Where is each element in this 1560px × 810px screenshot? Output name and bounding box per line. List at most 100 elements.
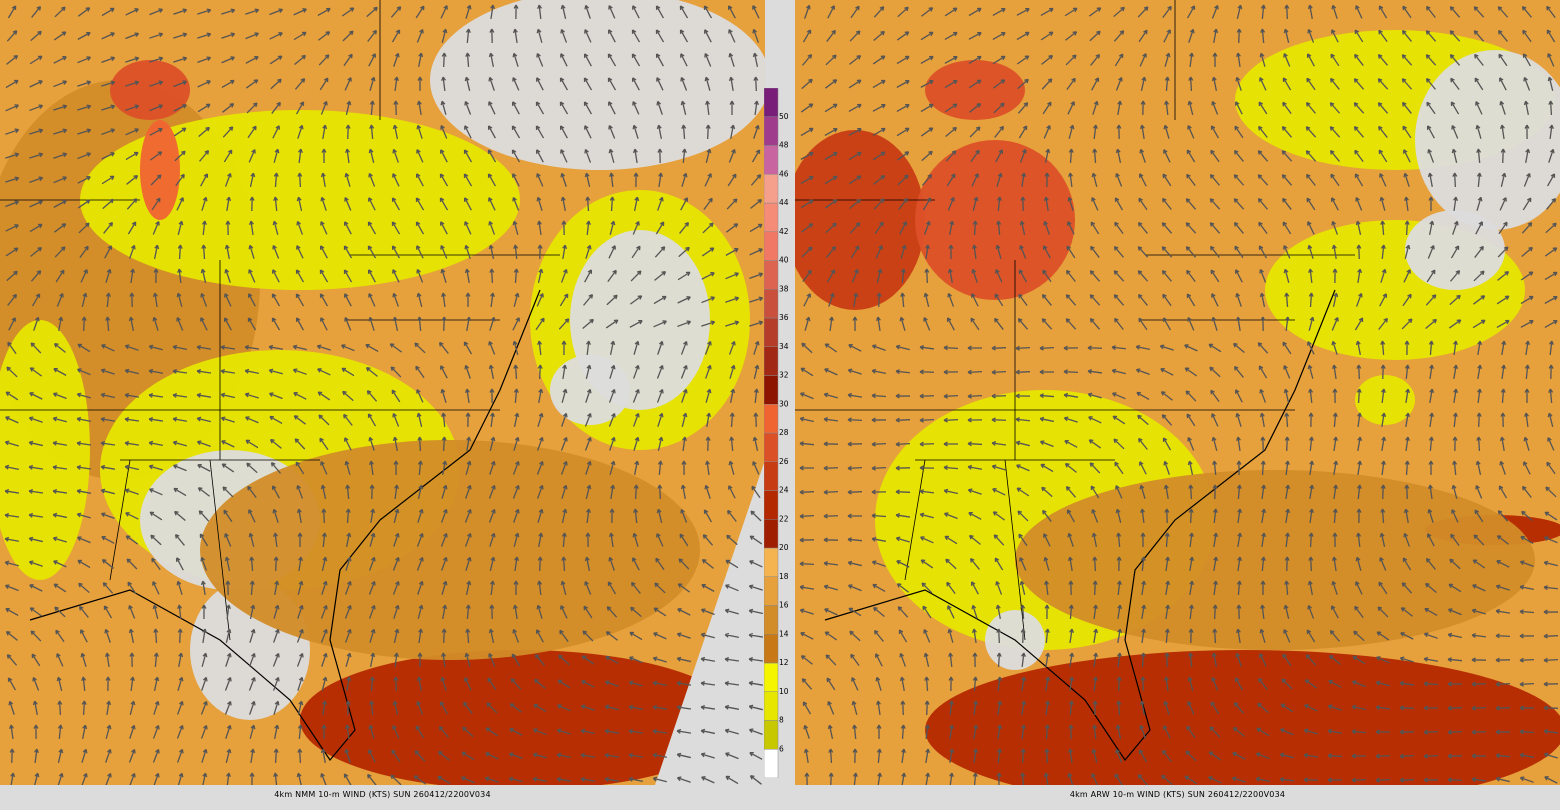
- wind-arrow: [128, 605, 136, 619]
- wind-arrow: [873, 175, 886, 185]
- wind-arrow: [730, 124, 736, 139]
- wind-arrow: [1327, 728, 1343, 734]
- wind-arrow: [177, 220, 184, 235]
- state-borders: [795, 0, 1355, 641]
- legend-label: 38: [779, 284, 789, 293]
- wind-arrow: [725, 296, 740, 303]
- wind-arrow: [438, 726, 450, 738]
- wind-arrow: [5, 104, 19, 112]
- wind-arrow: [920, 31, 934, 41]
- wind-arrow: [441, 580, 448, 595]
- wind-arrow: [52, 512, 67, 519]
- wind-arrow: [148, 464, 163, 471]
- wind-arrow: [1211, 293, 1219, 307]
- wind-arrow: [1213, 580, 1218, 596]
- wind-arrow: [581, 680, 595, 688]
- wind-arrow: [995, 269, 1003, 283]
- wind-arrow: [1212, 460, 1218, 476]
- wind-arrow: [991, 417, 1007, 423]
- wind-arrow: [511, 653, 521, 667]
- wind-arrow: [512, 77, 520, 91]
- wind-arrow: [415, 5, 425, 19]
- wind-arrow: [871, 417, 887, 423]
- wind-arrow: [317, 7, 331, 16]
- wind-arrow: [1519, 584, 1534, 590]
- wind-arrow: [559, 125, 568, 139]
- wind-arrow: [442, 460, 448, 475]
- wind-arrow: [1115, 485, 1123, 499]
- wind-arrow: [943, 393, 959, 399]
- legend-swatch: [764, 432, 779, 462]
- wind-arrow: [1117, 652, 1122, 668]
- wind-arrow: [1234, 245, 1244, 259]
- wind-arrow: [1378, 5, 1388, 19]
- wind-arrow: [608, 245, 616, 259]
- wind-arrow: [1352, 655, 1366, 665]
- wind-arrow: [900, 268, 906, 284]
- wind-arrow: [824, 368, 838, 376]
- wind-arrow: [1405, 412, 1411, 428]
- wind-arrow: [273, 628, 280, 643]
- wind-arrow: [512, 484, 520, 499]
- wind-arrow: [1089, 30, 1101, 42]
- wind-arrow: [725, 752, 739, 760]
- wind-arrow: [824, 127, 838, 136]
- wind-arrow: [174, 150, 186, 162]
- wind-arrow: [297, 604, 304, 619]
- wind-arrow: [441, 556, 448, 571]
- wind-arrow: [1495, 608, 1511, 614]
- wind-arrow: [1018, 269, 1028, 283]
- wind-arrow: [124, 464, 139, 471]
- wind-arrow: [513, 4, 519, 20]
- wind-arrow: [1185, 750, 1197, 762]
- wind-arrow: [585, 220, 591, 236]
- wind-arrow: [561, 484, 568, 499]
- wind-arrow: [199, 150, 210, 162]
- wind-arrow: [318, 54, 330, 66]
- wind-arrow: [125, 151, 139, 161]
- wind-region: [1355, 375, 1415, 425]
- wind-arrow: [681, 412, 688, 427]
- wind-arrow: [1449, 30, 1461, 42]
- wind-arrow: [628, 752, 644, 758]
- wind-arrow: [609, 364, 616, 379]
- wind-arrow: [560, 605, 568, 619]
- legend-swatch: [764, 461, 779, 491]
- wind-arrow: [100, 512, 115, 520]
- wind-arrow: [680, 364, 688, 379]
- wind-arrow: [5, 79, 19, 89]
- wind-arrow: [1331, 605, 1339, 619]
- wind-arrow: [1285, 484, 1291, 500]
- wind-arrow: [245, 439, 259, 449]
- wind-arrow: [200, 724, 208, 739]
- wind-arrow: [1423, 656, 1438, 662]
- wind-arrow: [584, 172, 591, 187]
- wind-arrow: [1236, 436, 1241, 452]
- wind-arrow: [1113, 294, 1125, 306]
- color-legend: 6810121416182022242628303234363840424446…: [764, 88, 789, 778]
- wind-arrow: [536, 173, 544, 187]
- wind-arrow: [1140, 556, 1146, 572]
- wind-arrow: [824, 103, 838, 113]
- wind-arrow: [1021, 676, 1027, 692]
- wind-arrow: [655, 557, 665, 571]
- wind-arrow: [682, 436, 687, 452]
- wind-arrow: [1115, 749, 1123, 763]
- wind-arrow: [750, 198, 763, 209]
- wind-arrow: [512, 340, 519, 355]
- wind-arrow: [1353, 630, 1365, 642]
- wind-arrow: [320, 100, 328, 115]
- wind-arrow: [1210, 701, 1220, 715]
- wind-arrow: [1523, 172, 1531, 187]
- wind-arrow: [727, 509, 737, 522]
- wind-arrow: [1500, 148, 1506, 164]
- wind-arrow: [1303, 777, 1319, 783]
- wind-arrow: [943, 488, 958, 495]
- wind-arrow: [1476, 172, 1482, 188]
- wind-arrow: [1141, 604, 1147, 620]
- wind-arrow: [1210, 269, 1220, 283]
- wind-arrow: [29, 200, 43, 208]
- wind-arrow: [1452, 460, 1458, 476]
- wind-arrow: [657, 196, 664, 211]
- wind-arrow: [222, 486, 234, 498]
